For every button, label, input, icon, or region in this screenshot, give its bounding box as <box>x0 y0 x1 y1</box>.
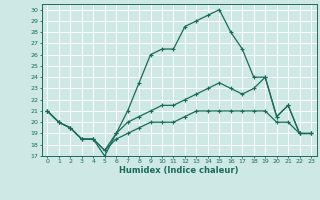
X-axis label: Humidex (Indice chaleur): Humidex (Indice chaleur) <box>119 166 239 175</box>
